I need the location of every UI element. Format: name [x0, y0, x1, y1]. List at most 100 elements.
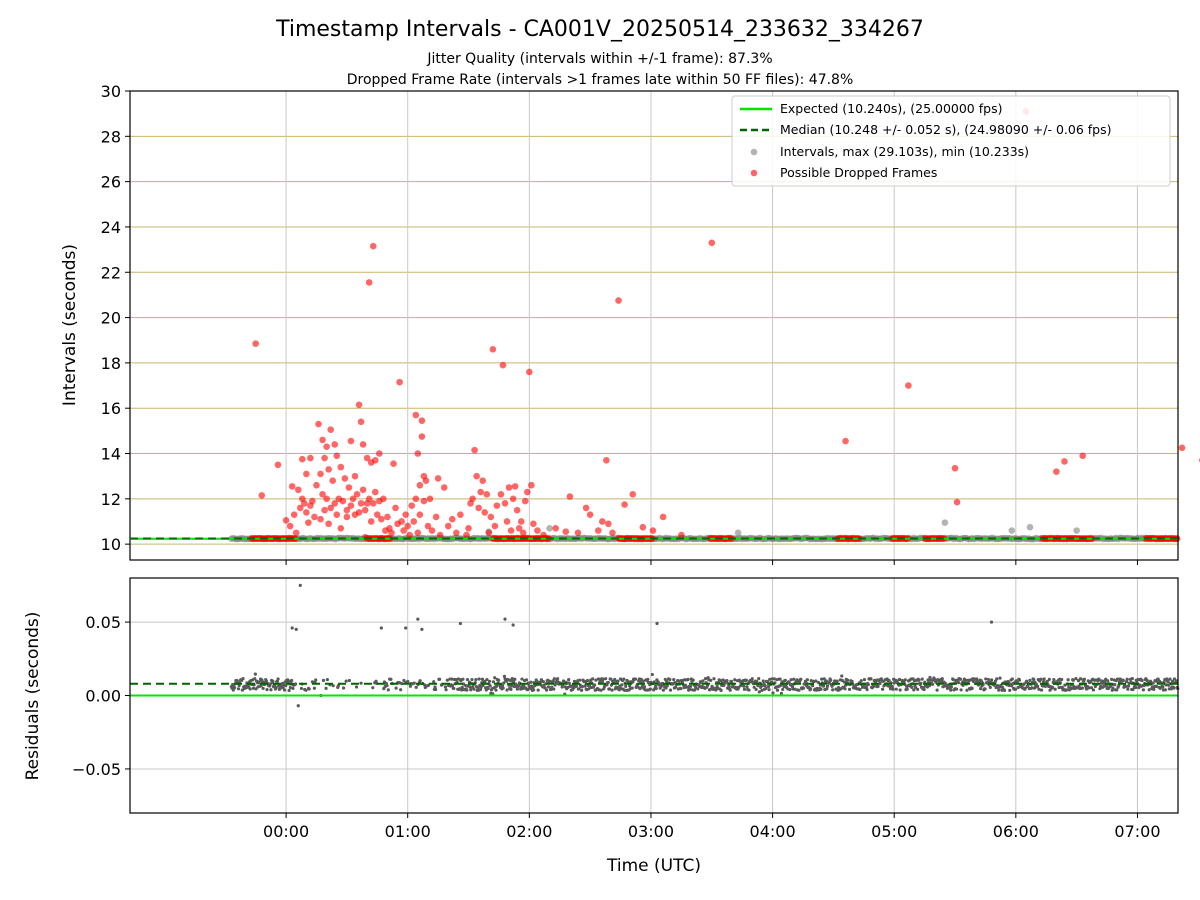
- dropped-frame-point: [388, 529, 395, 537]
- residual-point: [609, 677, 613, 681]
- residual-point: [359, 681, 363, 685]
- residual-point: [819, 687, 823, 691]
- residual-point: [1071, 678, 1075, 682]
- intervals-y-tick-label: 14: [101, 445, 121, 464]
- residual-point: [781, 687, 785, 692]
- residual-point: [688, 687, 692, 692]
- residual-point: [437, 677, 442, 681]
- residual-point: [1140, 678, 1144, 683]
- residual-point: [476, 685, 480, 690]
- dropped-frame-point: [471, 446, 478, 454]
- residual-point: [954, 687, 959, 691]
- dropped-frame-point: [345, 484, 353, 491]
- residual-point: [822, 677, 826, 681]
- residual-point: [567, 681, 571, 685]
- dropped-frame-point: [507, 527, 515, 534]
- intervals-y-tick-label: 10: [101, 535, 121, 554]
- residual-point: [495, 684, 499, 688]
- dropped-frame-point: [574, 529, 582, 537]
- dropped-frame-point: [321, 506, 328, 514]
- residual-point: [458, 621, 463, 626]
- dropped-frame-point: [339, 497, 347, 505]
- residual-point: [578, 678, 582, 682]
- dropped-frame-point: [323, 495, 330, 503]
- dropped-frame-point: [621, 501, 628, 508]
- dropped-frame-point: [479, 477, 487, 485]
- dropped-frame-point: [325, 466, 332, 473]
- residual-point: [546, 685, 551, 689]
- dropped-frame-point: [951, 464, 959, 472]
- residual-point: [718, 679, 723, 683]
- dropped-frame-point: [398, 518, 405, 525]
- dropped-frame-point: [367, 518, 375, 525]
- residual-point: [610, 688, 614, 692]
- residual-point: [919, 681, 923, 686]
- residual-point: [1155, 680, 1159, 684]
- residual-point: [659, 684, 664, 688]
- residual-point: [1147, 688, 1151, 692]
- dropped-frame-point: [566, 493, 574, 500]
- residual-point: [1089, 686, 1094, 690]
- residual-point: [820, 677, 824, 681]
- dropped-frame-point: [491, 522, 499, 530]
- dropped-frame-point: [396, 378, 403, 386]
- residual-point: [502, 674, 507, 678]
- residual-point: [593, 683, 597, 687]
- residuals-y-tick-label: 0.00: [85, 687, 121, 706]
- residual-point: [1168, 677, 1172, 681]
- residual-point: [561, 684, 565, 688]
- residual-point: [830, 684, 834, 688]
- residual-point: [787, 680, 791, 685]
- residual-point: [1166, 680, 1170, 684]
- residual-point: [580, 685, 584, 689]
- dropped-frame-point: [282, 517, 290, 524]
- residual-point: [1124, 680, 1129, 684]
- intervals-x-ticks: [285, 560, 1138, 565]
- residual-point: [965, 688, 969, 692]
- residual-point: [1111, 686, 1115, 690]
- residual-point: [1154, 684, 1158, 688]
- residual-point: [488, 684, 492, 688]
- dropped-frame-point: [311, 513, 318, 521]
- dropped-frame-point: [426, 495, 434, 503]
- intervals-panel: 10 12 14 16 18 20 22 24 26 28 30 Intervals (second…: [60, 82, 1200, 565]
- residual-point: [624, 684, 628, 688]
- residual-point: [1082, 677, 1086, 681]
- residual-point: [810, 684, 815, 688]
- residual-point: [472, 687, 476, 691]
- intervals-grid: [130, 90, 1178, 560]
- intervals-axes-frame: [129, 90, 1179, 561]
- x-tick-label: 06:00: [993, 822, 1039, 841]
- dropped-frame-point: [307, 454, 314, 462]
- residual-point: [1052, 678, 1056, 682]
- dropped-frame-point: [258, 492, 266, 499]
- residual-point: [1028, 678, 1032, 683]
- residual-point: [594, 678, 598, 682]
- x-axis-label: Time (UTC): [606, 856, 701, 876]
- residual-point: [975, 677, 979, 681]
- residual-point: [511, 623, 515, 627]
- residual-point: [347, 678, 352, 683]
- legend-median-label: Median (10.248 +/- 0.052 s), (24.98090 +…: [780, 122, 1111, 137]
- dropped-frame-point: [349, 495, 357, 503]
- residual-point: [797, 688, 801, 692]
- residual-point: [493, 676, 497, 680]
- dropped-frame-point: [412, 411, 420, 419]
- residual-point: [232, 686, 237, 690]
- dropped-frame-point: [327, 504, 334, 512]
- residual-point: [793, 687, 797, 691]
- residual-point: [926, 678, 930, 682]
- residual-point: [465, 677, 470, 682]
- dropped-frame-point: [519, 529, 527, 537]
- intervals-y-tick-label: 20: [101, 309, 121, 328]
- dropped-frame-point: [374, 511, 381, 518]
- figure-subtitle-dropped-rate: Dropped Frame Rate (intervals >1 frames …: [347, 72, 854, 88]
- residual-point: [1008, 688, 1012, 692]
- residual-point: [898, 688, 902, 692]
- residual-point: [505, 688, 509, 692]
- dropped-frame-point: [410, 518, 418, 525]
- residual-point: [1037, 687, 1041, 691]
- residual-point: [859, 679, 863, 683]
- dropped-frame-point: [436, 531, 444, 539]
